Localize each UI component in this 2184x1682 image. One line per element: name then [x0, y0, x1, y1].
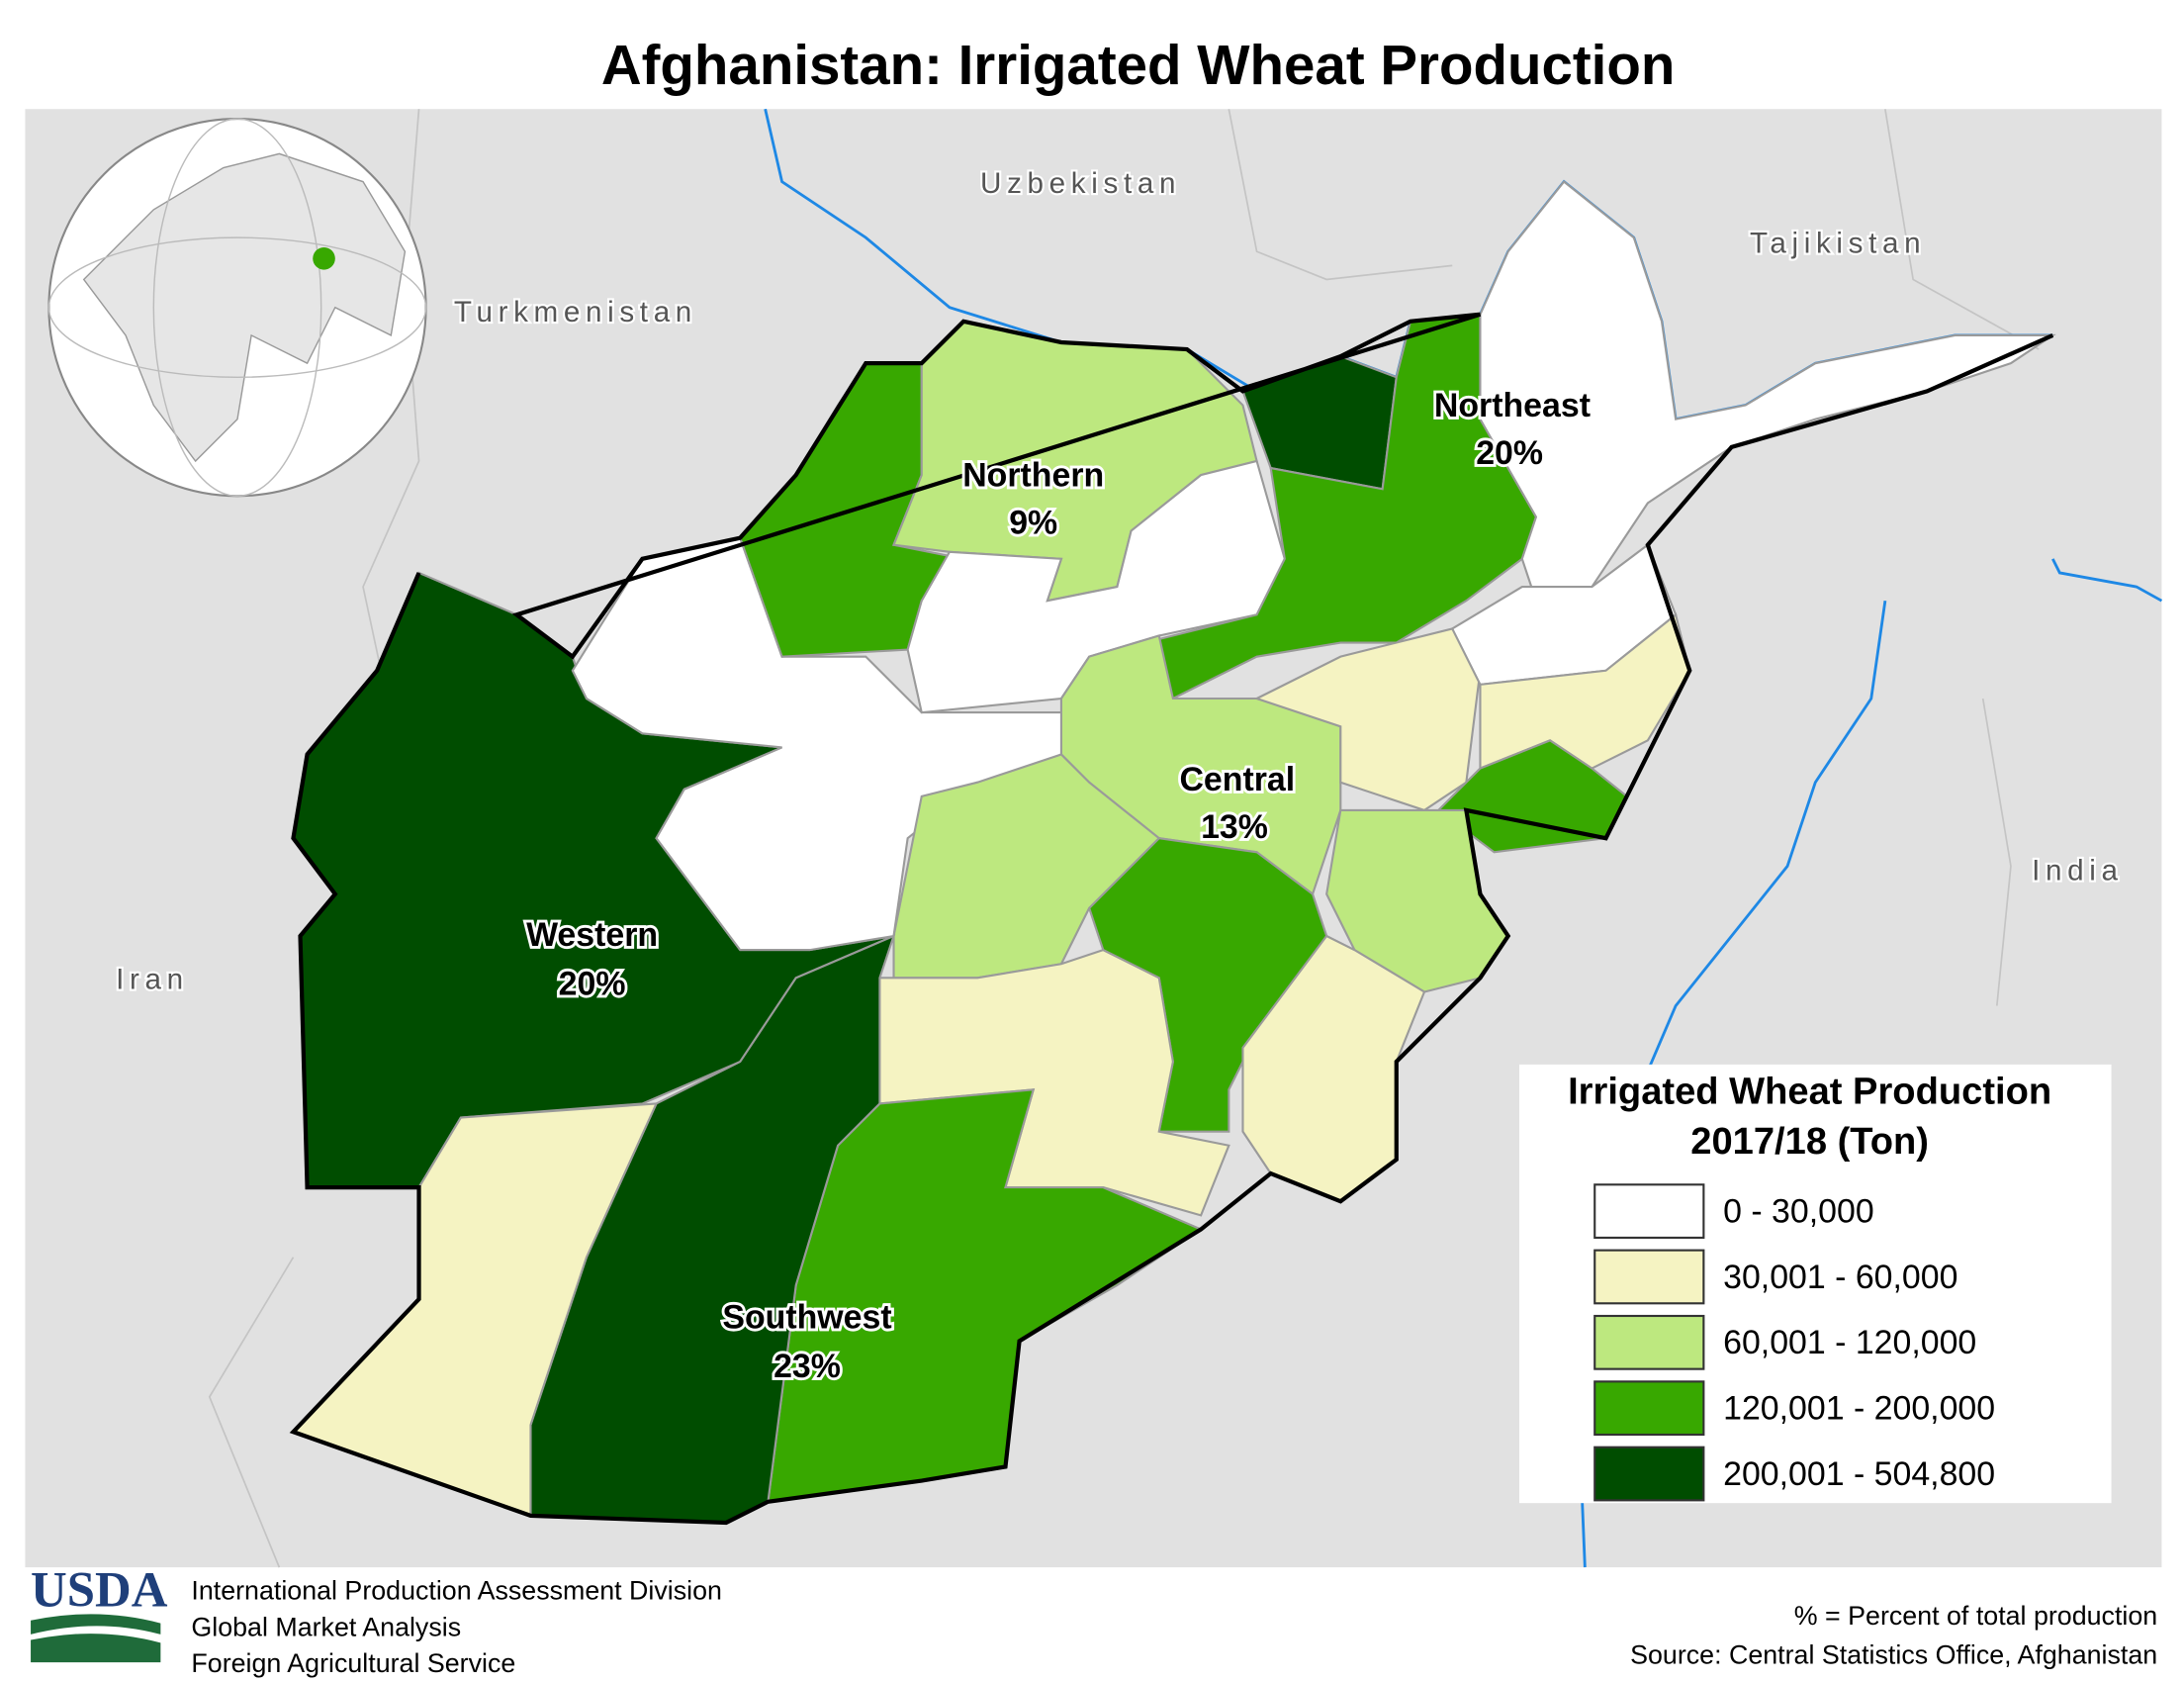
legend-label: 30,001 - 60,000 — [1723, 1259, 1957, 1296]
province — [1479, 180, 2056, 603]
country-label: Uzbekistan — [980, 167, 1181, 200]
region-name: Northeast — [1434, 387, 1591, 424]
note: % = Percent of total production — [1794, 1601, 2157, 1631]
note: Source: Central Statistics Office, Afgha… — [1630, 1640, 2157, 1670]
country-borders — [208, 109, 2040, 1568]
title: Afghanistan: Irrigated Wheat Production — [601, 34, 1675, 96]
logo-mark — [31, 1614, 161, 1663]
border — [362, 109, 420, 783]
region-name: Western — [526, 916, 658, 954]
region-name: Northern — [962, 456, 1104, 494]
legend-label: 60,001 - 120,000 — [1723, 1324, 1976, 1361]
footer: USDA International Production Assessment… — [31, 1562, 2157, 1678]
border — [208, 1257, 295, 1568]
legend-label: 120,001 - 200,000 — [1723, 1389, 1995, 1427]
region-share: 20% — [559, 965, 626, 1002]
legend-swatch — [1593, 1249, 1705, 1305]
region-share: 13% — [1201, 808, 1268, 846]
agency-line: Foreign Agricultural Service — [191, 1648, 515, 1678]
globe-afghanistan — [313, 247, 335, 270]
region-name: Southwest — [722, 1299, 891, 1337]
agency-line: International Production Assessment Divi… — [191, 1576, 722, 1606]
border — [1884, 109, 2040, 350]
legend-title: Irrigated Wheat Production — [1568, 1071, 2051, 1112]
provinces — [289, 180, 2056, 1526]
globe-grid — [47, 236, 427, 379]
region-share: 23% — [774, 1348, 841, 1385]
legend: Irrigated Wheat Production 2017/18 (Ton)… — [1519, 1064, 2112, 1504]
border — [1228, 109, 1453, 281]
legend-label: 0 - 30,000 — [1723, 1192, 1874, 1230]
region-share: 20% — [1476, 434, 1543, 472]
globe-grid — [152, 118, 322, 498]
country-label: India — [2032, 855, 2123, 888]
agency-line: Global Market Analysis — [191, 1612, 461, 1641]
legend-swatch — [1593, 1380, 1705, 1437]
legend-swatch — [1593, 1183, 1705, 1240]
logo: USDA — [31, 1562, 168, 1618]
region-share: 9% — [1009, 504, 1057, 541]
region-labels: Northern 9% Northeast 20% Central 13% We… — [523, 384, 1593, 1388]
legend-swatch — [1593, 1314, 1705, 1370]
legend-title: 2017/18 (Ton) — [1690, 1121, 1929, 1163]
legend-swatch — [1593, 1446, 1705, 1502]
globe-inset — [47, 118, 427, 498]
river — [2051, 558, 2163, 603]
border — [1981, 698, 2012, 1006]
country-label: Turkmenistan — [454, 296, 697, 328]
country-labels: Uzbekistan Tajikistan Turkmenistan Iran … — [114, 165, 2123, 998]
country-label: Iran — [116, 964, 189, 996]
province — [1436, 739, 1629, 854]
legend-label: 200,001 - 504,800 — [1723, 1455, 1995, 1493]
globe-land — [82, 152, 407, 463]
country-label: Tajikistan — [1750, 228, 1926, 260]
country-outline — [289, 312, 2054, 1526]
region-name: Central — [1179, 761, 1295, 798]
